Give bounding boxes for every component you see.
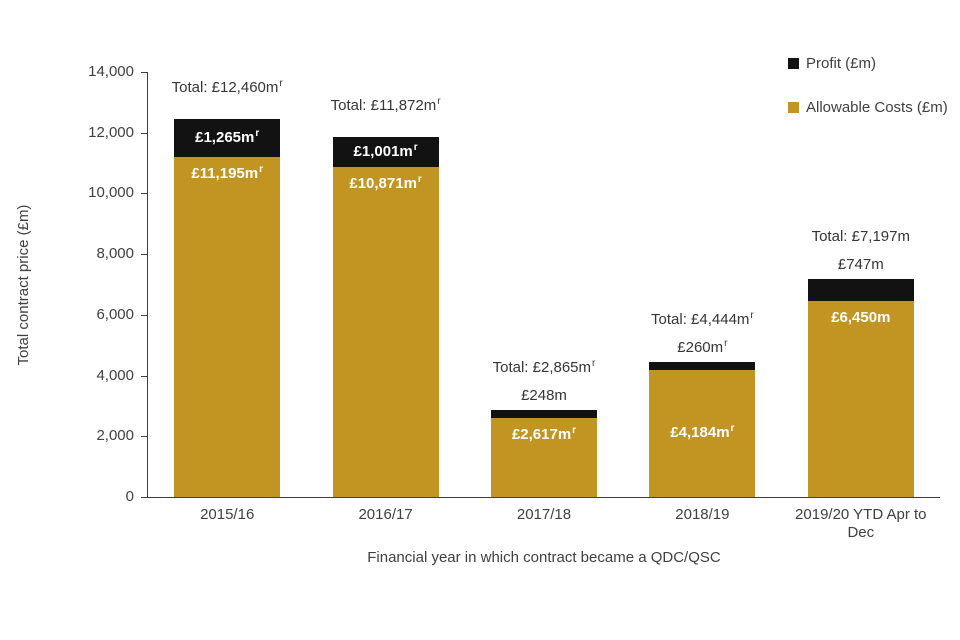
y-axis-line bbox=[147, 72, 148, 498]
y-tick-mark bbox=[141, 376, 147, 377]
y-tick-label: 8,000 bbox=[96, 245, 134, 262]
bar-total-label: Total: £11,872mr bbox=[330, 95, 441, 114]
x-category-label: 2016/17 bbox=[358, 506, 413, 523]
y-tick-label: 4,000 bbox=[96, 367, 134, 384]
y-tick-mark bbox=[141, 193, 147, 194]
bar-costs-label: £10,871mr bbox=[349, 173, 422, 192]
bar-costs-segment bbox=[491, 417, 597, 497]
bar-costs-label: £2,617mr bbox=[511, 424, 577, 443]
bar-profit-segment bbox=[332, 136, 439, 167]
y-tick-label: 12,000 bbox=[88, 124, 134, 141]
x-category-label: 2018/19 bbox=[675, 506, 730, 523]
y-tick-mark bbox=[141, 133, 147, 134]
bar-costs-segment bbox=[332, 166, 439, 497]
legend-item: Profit (£m) bbox=[788, 54, 956, 73]
bar-profit-segment bbox=[174, 118, 281, 158]
bar-total-label: Total: £12,460mr bbox=[171, 77, 283, 96]
bar-costs-label: £6,450m bbox=[831, 309, 891, 327]
y-tick-mark bbox=[141, 315, 147, 316]
bar-profit-label: £747m bbox=[837, 255, 884, 273]
y-tick-label: 10,000 bbox=[88, 184, 134, 201]
bar-profit-label: £1,001mr bbox=[353, 141, 418, 160]
bar-costs-segment bbox=[649, 369, 756, 497]
bar-costs-segment bbox=[174, 157, 281, 497]
x-category-label: 2017/18 bbox=[516, 506, 572, 523]
bar-profit-label: £260mr bbox=[677, 338, 728, 357]
bar-costs-label: £4,184mr bbox=[670, 423, 735, 442]
x-axis-line bbox=[147, 497, 940, 498]
bar-costs-label: £11,195mr bbox=[191, 164, 263, 183]
bar-profit-segment bbox=[491, 410, 597, 418]
x-axis-title: Financial year in which contract became … bbox=[367, 549, 721, 566]
y-tick-label: 14,000 bbox=[88, 63, 134, 80]
x-category-label: 2015/16 bbox=[200, 506, 255, 523]
legend-label: Profit (£m) bbox=[806, 55, 877, 72]
y-tick-mark bbox=[141, 497, 147, 498]
legend-swatch bbox=[788, 102, 799, 113]
y-tick-mark bbox=[141, 436, 147, 437]
y-tick-label: 2,000 bbox=[96, 427, 134, 444]
legend-swatch bbox=[788, 58, 799, 69]
y-tick-label: 0 bbox=[125, 488, 134, 505]
legend: Profit (£m) Allowable Costs (£m) bbox=[788, 54, 956, 142]
y-axis-title: Total contract price (£m) bbox=[15, 204, 32, 366]
bar-costs-segment bbox=[807, 301, 914, 497]
legend-label: Allowable Costs (£m) bbox=[806, 99, 948, 116]
bar-profit-segment bbox=[807, 278, 914, 302]
bar-total-label: Total: £7,197m bbox=[811, 227, 910, 245]
y-tick-mark bbox=[141, 254, 147, 255]
bar-total-label: Total: £4,444mr bbox=[651, 310, 754, 329]
y-tick-mark bbox=[141, 72, 147, 73]
bar-profit-label: £1,265mr bbox=[195, 127, 260, 146]
bar-total-label: Total: £2,865mr bbox=[492, 358, 596, 377]
bar-profit-segment bbox=[649, 362, 756, 370]
legend-item: Allowable Costs (£m) bbox=[788, 98, 956, 117]
x-category-label: 2019/20 YTD Apr to Dec bbox=[795, 506, 927, 541]
y-tick-label: 6,000 bbox=[96, 306, 134, 323]
bar-profit-label: £248m bbox=[521, 387, 567, 405]
